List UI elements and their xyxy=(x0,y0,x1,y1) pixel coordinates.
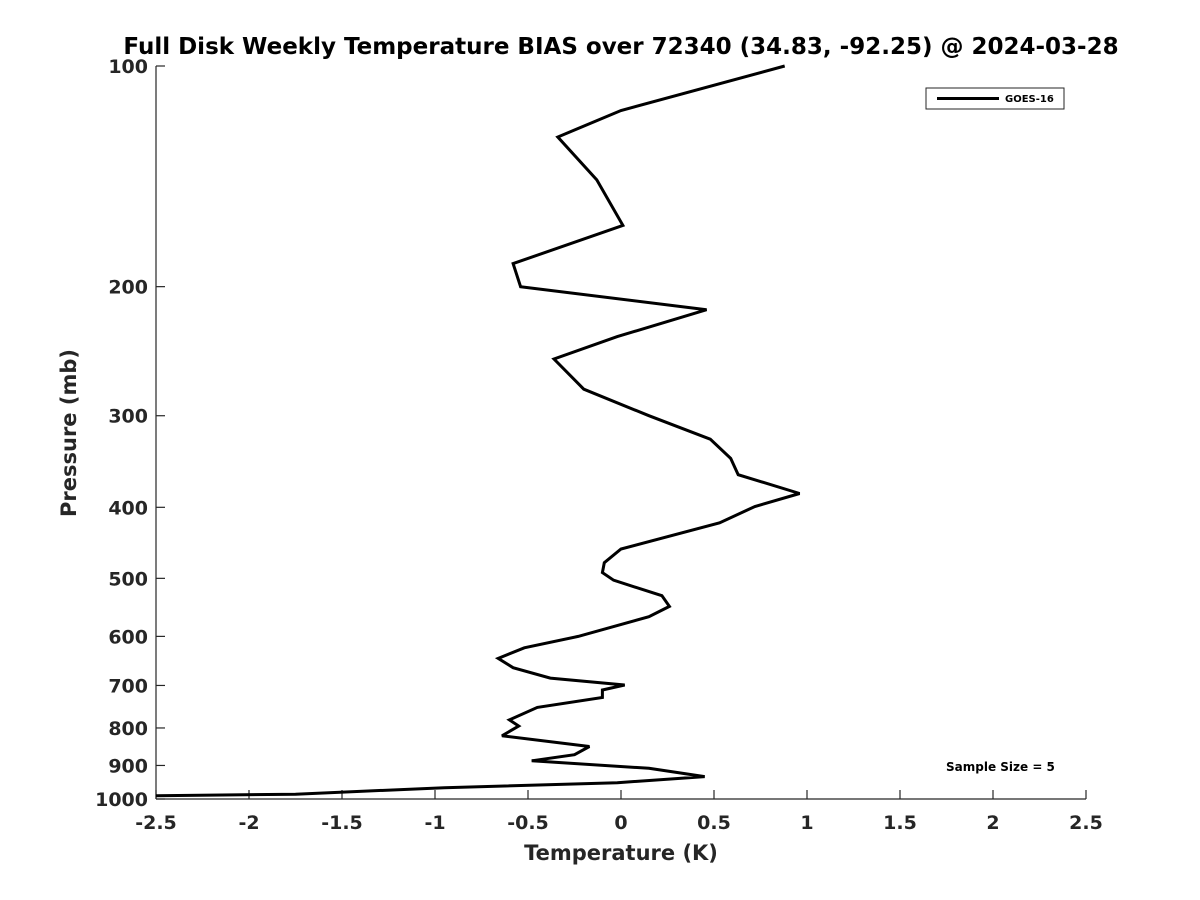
x-tick-label: -1 xyxy=(424,812,445,834)
x-tick-label: -1.5 xyxy=(321,812,363,834)
x-tick-label: 2 xyxy=(986,812,999,834)
y-tick-label: 100 xyxy=(108,56,148,78)
y-tick-label: 400 xyxy=(108,497,148,519)
x-tick-label: 0.5 xyxy=(697,812,731,834)
x-tick-label: 0 xyxy=(614,812,627,834)
chart-title: Full Disk Weekly Temperature BIAS over 7… xyxy=(123,34,1118,60)
y-axis-label: Pressure (mb) xyxy=(57,349,81,517)
x-tick-label: -2 xyxy=(238,812,259,834)
x-axis-label: Temperature (K) xyxy=(524,841,718,865)
y-tick-label: 800 xyxy=(108,718,148,740)
y-tick-label: 700 xyxy=(108,675,148,697)
y-tick-label: 300 xyxy=(108,406,148,428)
legend: GOES-16 xyxy=(925,87,1065,110)
series-line-goes-16 xyxy=(155,64,801,798)
x-tick-label: -2.5 xyxy=(135,812,177,834)
x-tick-label: 1.5 xyxy=(883,812,917,834)
y-tick-label: 900 xyxy=(108,755,148,777)
y-tick-label: 500 xyxy=(108,568,148,590)
x-tick-label: 2.5 xyxy=(1069,812,1103,834)
x-tick-label: 1 xyxy=(800,812,813,834)
legend-label-goes-16: GOES-16 xyxy=(1005,94,1054,105)
x-tick-label: -0.5 xyxy=(507,812,549,834)
y-tick-label: 600 xyxy=(108,626,148,648)
series-layer xyxy=(155,64,801,798)
y-ticks: 100 200 300 400 500 600 700 800 900 1000 xyxy=(95,56,165,811)
x-ticks: -2.5 -2 -1.5 -1 -0.5 0 0.5 1 1.5 2 2.5 xyxy=(135,790,1103,834)
y-tick-label: 200 xyxy=(108,277,148,299)
y-tick-label: 1000 xyxy=(95,789,148,811)
sample-size-annotation: Sample Size = 5 xyxy=(946,760,1055,774)
